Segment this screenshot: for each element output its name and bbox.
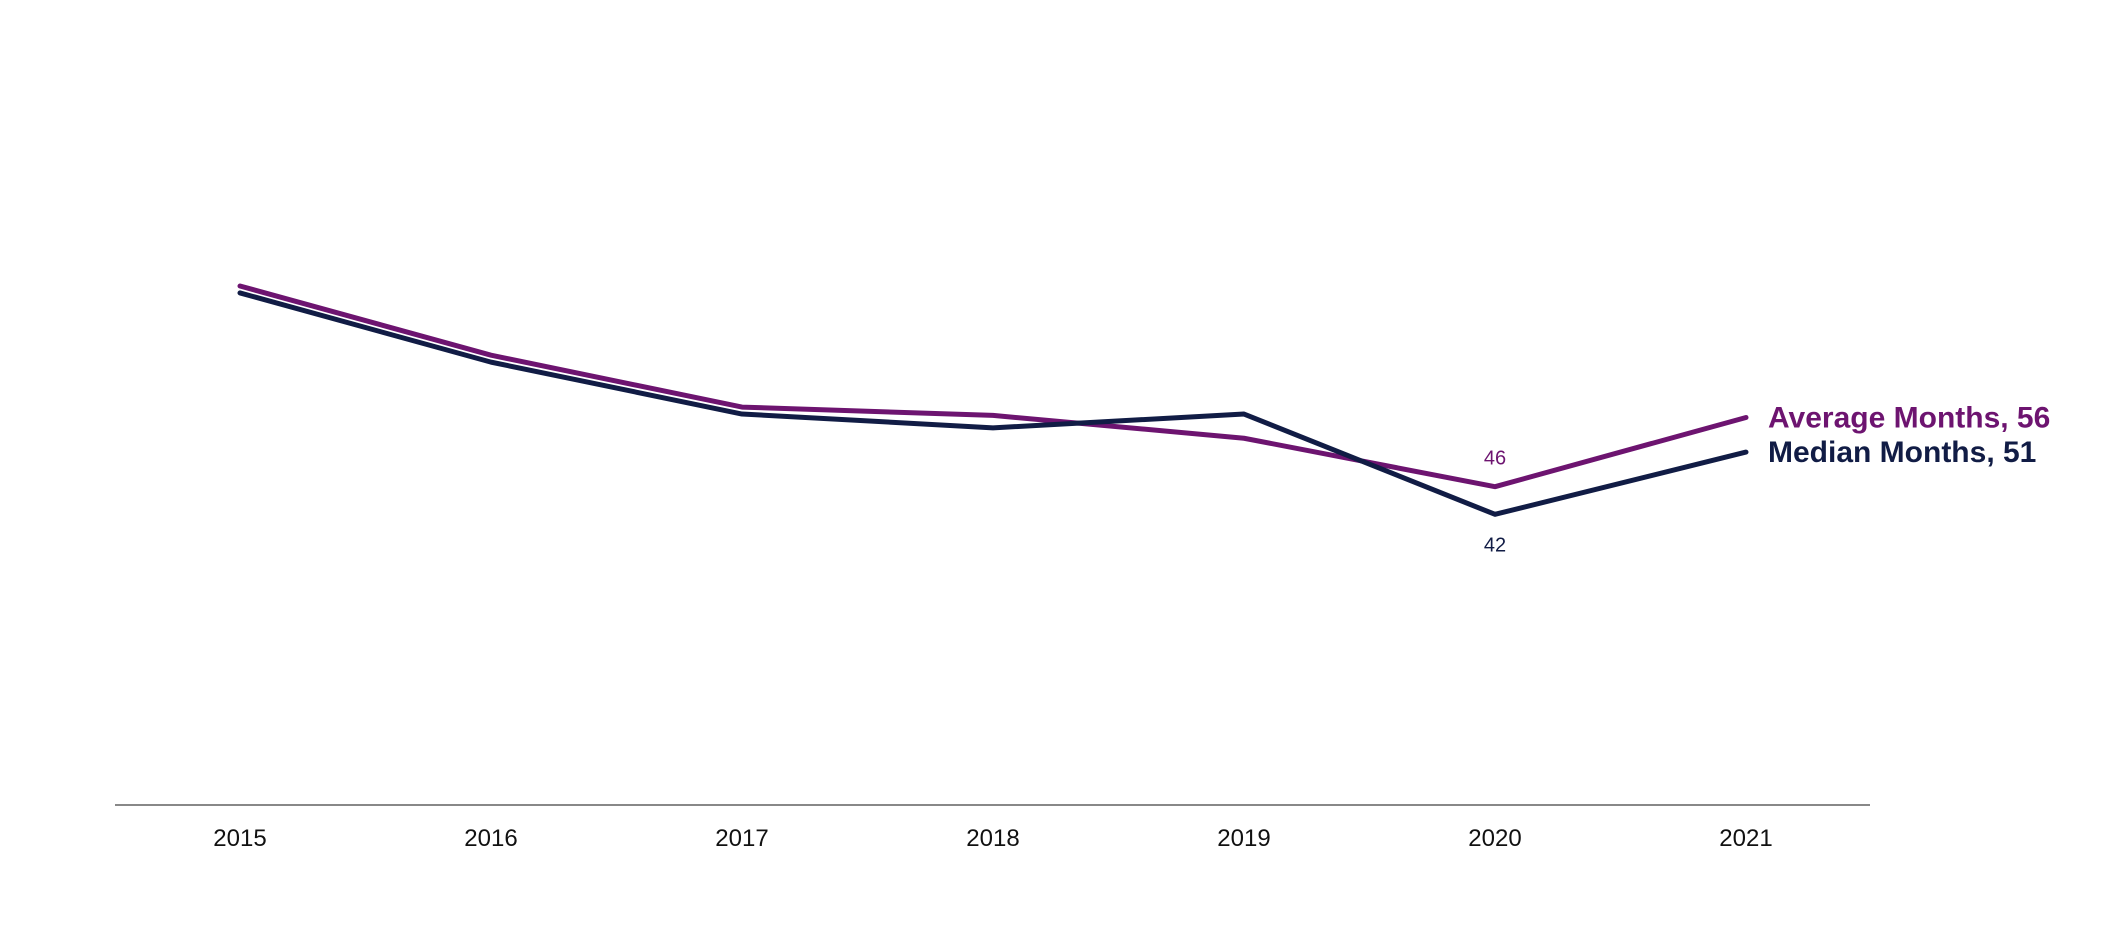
x-tick-label-2020: 2020: [1468, 825, 1521, 852]
x-axis-ticks: 2015 2016 2017 2018 2019 2020 2021: [213, 825, 1772, 852]
x-tick-label-2019: 2019: [1217, 825, 1270, 852]
series-label-median-months: Median Months, 51: [1768, 436, 2036, 469]
x-tick-label-2018: 2018: [966, 825, 1019, 852]
x-tick-label-2015: 2015: [213, 825, 266, 852]
data-label-average-months-2020: 46: [1484, 448, 1506, 470]
label-layer: 46 Average Months, 56 42 Median Months, 51: [1484, 401, 2050, 556]
x-tick-label-2021: 2021: [1719, 825, 1772, 852]
data-label-median-months-2020: 42: [1484, 534, 1506, 556]
series-layer: [237, 283, 1749, 517]
x-tick-label-2017: 2017: [715, 825, 768, 852]
series-line-average-months: [237, 283, 1749, 490]
series-label-average-months: Average Months, 56: [1768, 401, 2050, 434]
x-tick-label-2016: 2016: [464, 825, 517, 852]
